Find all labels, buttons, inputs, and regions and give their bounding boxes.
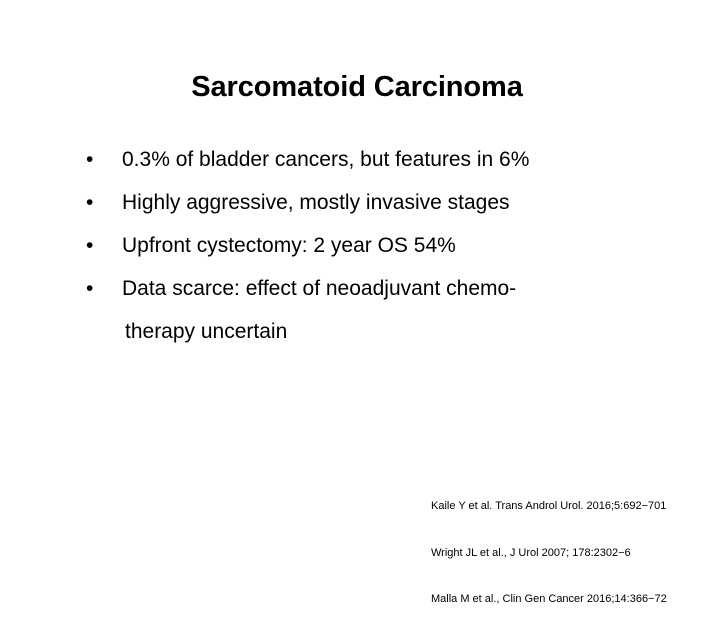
- page-title: Sarcomatoid Carcinoma: [191, 71, 523, 103]
- citation-line: Wright JL et al., J Urol 2007; 178:2302−…: [431, 546, 631, 559]
- bullet-list: • 0.3% of bladder cancers, but features …: [84, 145, 684, 360]
- bullet-point-icon: •: [86, 277, 94, 300]
- list-item-continuation-label: therapy uncertain: [125, 320, 288, 343]
- list-item-label: 0.3% of bladder cancers, but features in…: [122, 148, 530, 171]
- list-item: • Highly aggressive, mostly invasive sta…: [84, 188, 684, 231]
- bullet-point-icon: •: [86, 191, 94, 214]
- list-item-continuation: therapy uncertain: [84, 317, 684, 360]
- list-item-label: Highly aggressive, mostly invasive stage…: [122, 191, 510, 214]
- indent-spacer: [84, 317, 125, 360]
- list-item: • Upfront cystectomy: 2 year OS 54%: [84, 231, 684, 274]
- citation-line: Kaile Y et al. Trans Androl Urol. 2016;5…: [431, 500, 667, 512]
- list-item-label: Data scarce: effect of neoadjuvant chemo…: [122, 277, 517, 300]
- list-item: • Data scarce: effect of neoadjuvant che…: [84, 274, 684, 317]
- bullet-point-icon: •: [86, 148, 94, 171]
- list-item: • 0.3% of bladder cancers, but features …: [84, 145, 684, 188]
- slide-canvas: Sarcomatoid Carcinoma • 0.3% of bladder …: [84, 71, 684, 605]
- citation-line: Malla M et al., Clin Gen Cancer 2016;14:…: [431, 593, 667, 605]
- list-item-label: Upfront cystectomy: 2 year OS 54%: [122, 234, 456, 257]
- bullet-point-icon: •: [86, 234, 94, 257]
- citation-block: Kaile Y et al. Trans Androl Urol. 2016;5…: [431, 468, 667, 639]
